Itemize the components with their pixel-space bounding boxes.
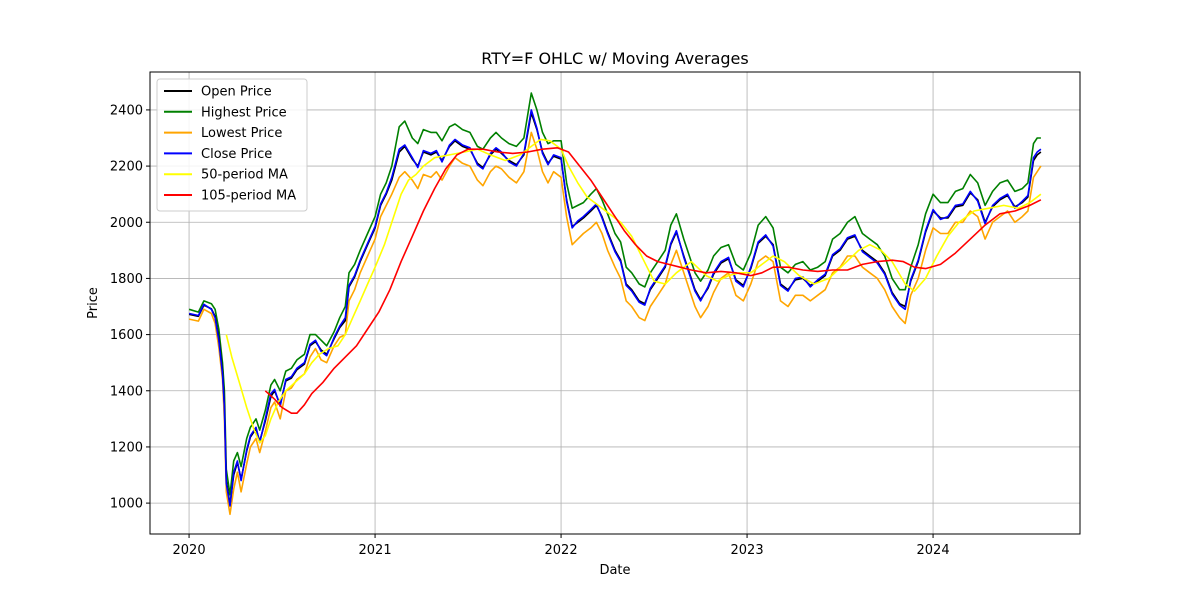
legend-label: Open Price bbox=[201, 85, 272, 100]
legend-label: 50-period MA bbox=[201, 168, 288, 183]
y-tick-label: 2400 bbox=[110, 103, 143, 118]
legend-box bbox=[156, 78, 308, 212]
x-axis-ticks: 2020 2021 2022 2023 2024 bbox=[173, 534, 950, 558]
y-axis-ticks: 1000 1200 1400 1600 1800 2000 2200 2400 bbox=[110, 103, 150, 512]
legend-label: Lowest Price bbox=[201, 126, 282, 141]
y-tick-label: 1000 bbox=[110, 497, 143, 512]
y-tick-label: 1800 bbox=[110, 272, 143, 287]
x-tick-label: 2023 bbox=[731, 543, 764, 558]
plot-frame bbox=[149, 71, 1081, 535]
y-tick-label: 1200 bbox=[110, 440, 143, 455]
series-line-50-period-ma bbox=[225, 138, 1042, 444]
series-lines bbox=[188, 92, 1042, 516]
legend: Open Price Highest Price Lowest Price Close… bbox=[156, 78, 308, 212]
legend-label: Highest Price bbox=[201, 105, 287, 120]
chart-title: RTY=F OHLC w/ Moving Averages bbox=[481, 49, 748, 68]
y-tick-label: 1600 bbox=[110, 328, 143, 343]
x-tick-label: 2024 bbox=[917, 543, 950, 558]
series-line-highest-price bbox=[188, 92, 1041, 496]
legend-label: Close Price bbox=[201, 147, 272, 162]
series-line-105-period-ma bbox=[264, 147, 1042, 414]
x-axis-label: Date bbox=[599, 563, 630, 578]
legend-label: 105-period MA bbox=[201, 189, 296, 204]
x-tick-label: 2022 bbox=[545, 543, 578, 558]
x-tick-label: 2021 bbox=[359, 543, 392, 558]
series-line-close-price bbox=[188, 109, 1042, 507]
y-axis-label: Price bbox=[86, 287, 101, 319]
y-tick-label: 2200 bbox=[110, 160, 143, 175]
x-tick-label: 2020 bbox=[173, 543, 206, 558]
y-tick-label: 1400 bbox=[110, 384, 143, 399]
y-tick-label: 2000 bbox=[110, 216, 143, 231]
